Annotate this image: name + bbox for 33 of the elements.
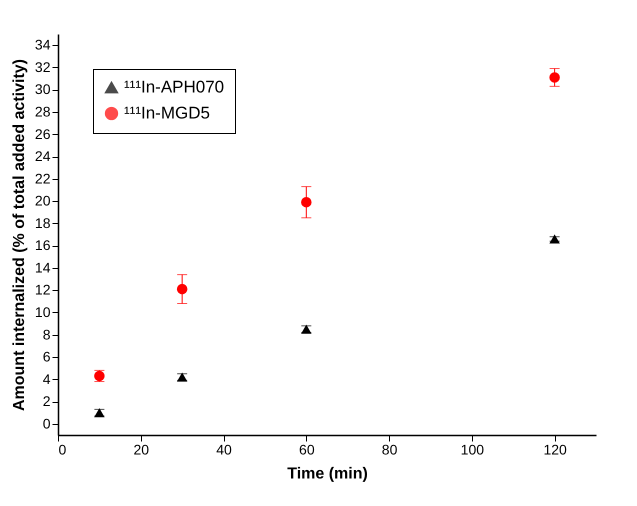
- y-tick-label: 32: [34, 58, 51, 75]
- x-tick-label: 60: [299, 442, 315, 458]
- point: [301, 196, 312, 208]
- y-tick-label: 16: [34, 237, 51, 254]
- y-tick-label: 18: [34, 214, 51, 231]
- legend-label: ¹¹¹In-APH070: [124, 78, 224, 96]
- x-tick-label: 20: [133, 442, 150, 458]
- x-tick-label: 0: [58, 442, 66, 458]
- y-tick-label: 34: [34, 36, 51, 53]
- x-axis-title: Time (min): [287, 466, 368, 482]
- y-tick-label: 24: [34, 148, 51, 164]
- x-tick-label: 120: [543, 442, 568, 458]
- y-tick-label: 30: [34, 81, 51, 98]
- y-tick-label: 10: [34, 304, 51, 320]
- x-tick-label: 100: [460, 442, 484, 458]
- x-tick-label: 40: [216, 442, 232, 458]
- y-tick-label: 12: [34, 282, 51, 298]
- point: [549, 234, 560, 244]
- y-tick-label: 0: [42, 415, 51, 432]
- y-tick-label: 22: [34, 170, 51, 186]
- y-tick-label: 8: [42, 326, 51, 342]
- y-tick-label: 28: [34, 103, 51, 120]
- point: [176, 284, 188, 294]
- y-tick-label: 26: [34, 126, 51, 142]
- y-tick-label: 4: [42, 370, 51, 387]
- y-tick-label: 2: [42, 393, 51, 410]
- y-tick-label: 6: [42, 348, 51, 365]
- legend-label: ¹¹¹In-MGD5: [124, 104, 210, 122]
- y-tick-label: 20: [34, 192, 51, 209]
- point: [549, 72, 560, 83]
- y-axis-title: Amount internalized (% of total added activity): [10, 58, 28, 412]
- x-tick-label: 80: [382, 442, 398, 458]
- y-tick-label: 14: [34, 259, 51, 276]
